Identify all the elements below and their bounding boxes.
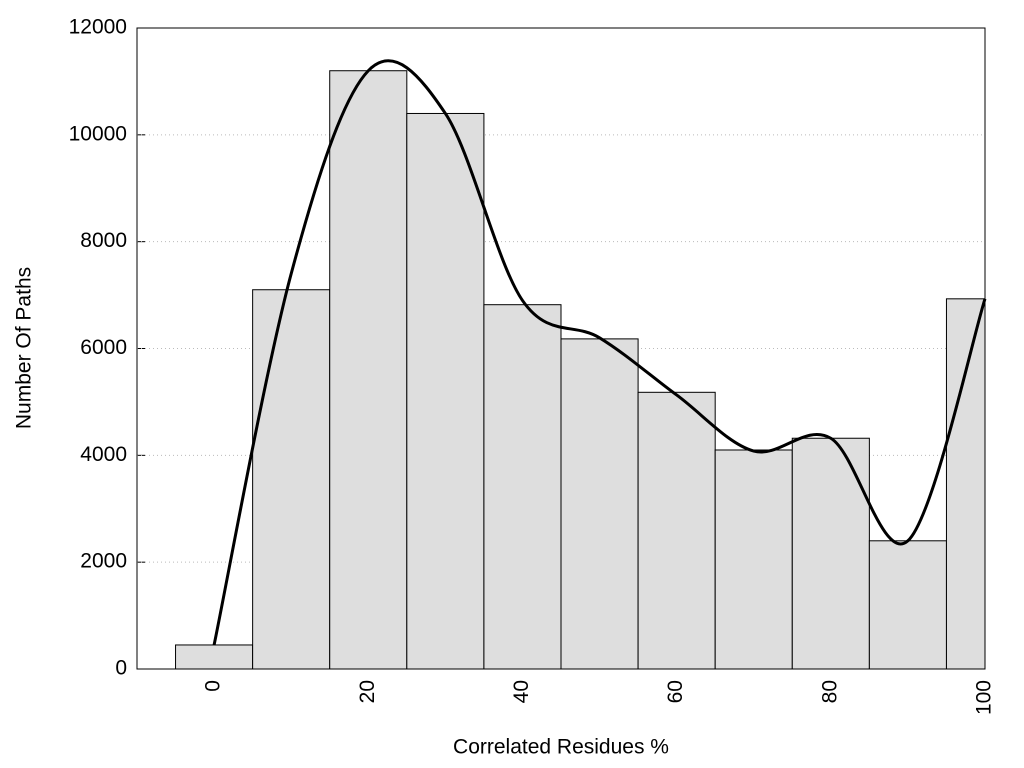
bar <box>714 449 793 670</box>
y-tick-label: 2000 <box>80 550 127 573</box>
y-tick-label: 10000 <box>69 122 127 145</box>
y-tick-label: 8000 <box>80 229 127 252</box>
bar <box>252 289 331 670</box>
x-tick-label: 20 <box>356 680 379 703</box>
bar <box>637 391 716 670</box>
bar <box>483 304 562 670</box>
curve <box>212 59 987 646</box>
x-tick-label: 60 <box>664 680 687 703</box>
x-tick-label: 0 <box>202 680 225 692</box>
y-tick-label: 6000 <box>80 336 127 359</box>
bar <box>560 338 639 670</box>
bar <box>868 540 947 670</box>
y-tick-label: 0 <box>115 657 127 680</box>
bar <box>329 70 408 670</box>
y-tick-label: 12000 <box>69 16 127 39</box>
x-tick-label: 40 <box>510 680 533 703</box>
bar <box>406 112 485 670</box>
bar <box>791 437 870 670</box>
y-axis-label: Number Of Paths <box>13 267 36 429</box>
x-axis-label: Correlated Residues % <box>453 736 669 759</box>
x-tick-label: 100 <box>973 680 996 715</box>
bar <box>175 644 254 670</box>
y-tick-label: 4000 <box>80 443 127 466</box>
plot-frame <box>136 27 986 670</box>
x-tick-label: 80 <box>818 680 841 703</box>
bar <box>945 298 986 670</box>
